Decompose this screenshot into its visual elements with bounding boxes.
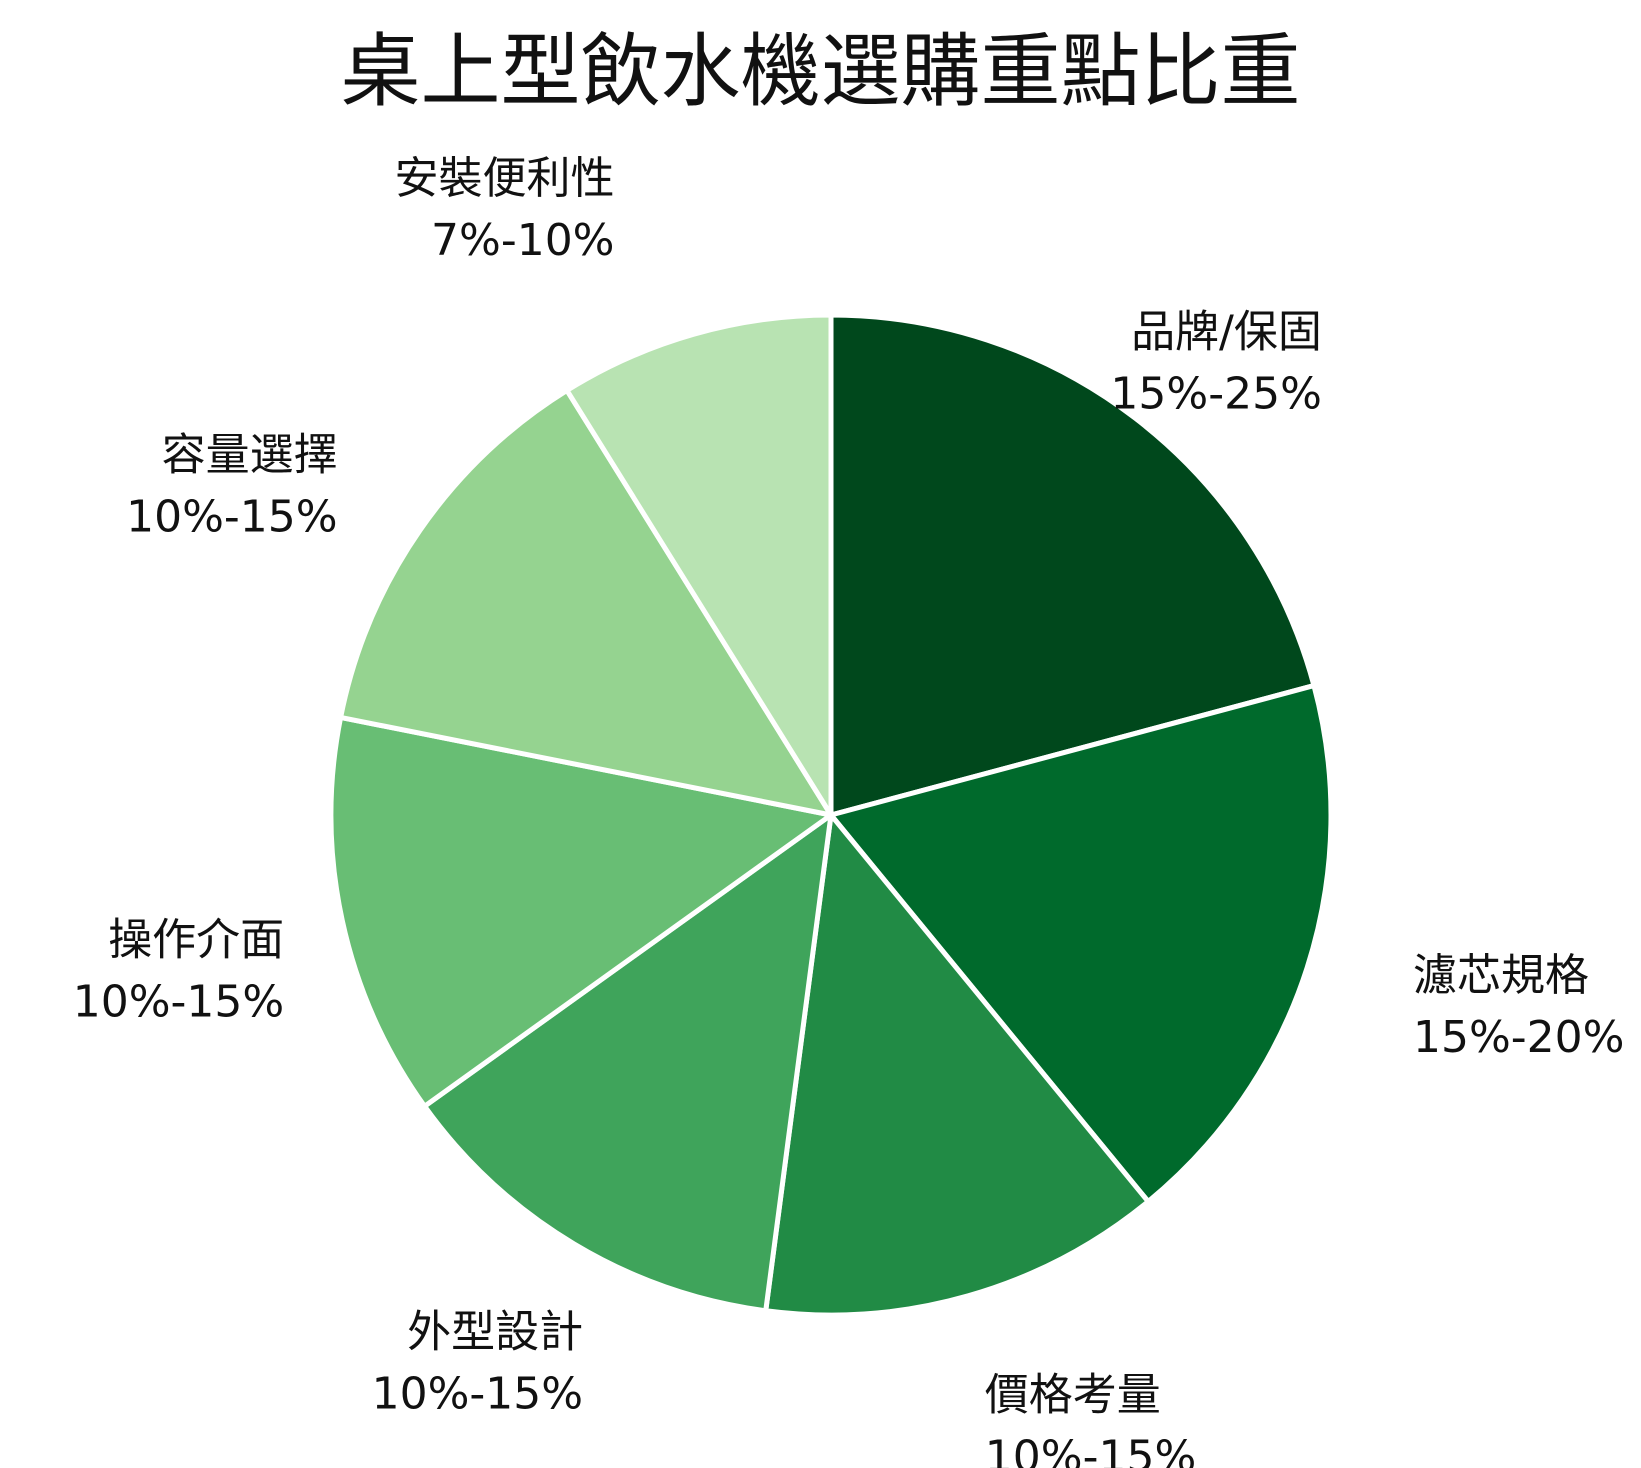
pie-slice-3 (763, 812, 1151, 1318)
slice-label-6: 容量選擇 (162, 430, 338, 481)
slice-range-label-4: 10%-15% (372, 1368, 583, 1419)
slice-label-5: 操作介面 (108, 915, 284, 966)
pie-slice-5 (328, 714, 834, 1109)
slice-range-label-7: 7%-10% (431, 215, 614, 266)
slice-range-label-5: 10%-15% (73, 977, 284, 1028)
pie-slice-2 (828, 683, 1334, 1205)
slice-label-3: 價格考量 (985, 1370, 1161, 1421)
pie-slice-1 (828, 312, 1317, 818)
slice-label-4: 外型設計 (407, 1306, 583, 1357)
pie-slice-6 (338, 387, 834, 818)
pie-slice-7 (564, 312, 834, 818)
slice-label-1: 品牌/保固 (1131, 307, 1322, 358)
chart-title: 桌上型飲水機選購重點比重 (340, 25, 1301, 118)
slice-range-label-6: 10%-15% (126, 492, 337, 543)
pie-slice-4 (422, 812, 834, 1314)
slice-range-label-3: 10%-15% (985, 1432, 1196, 1468)
slice-label-7: 安裝便利性 (395, 153, 615, 204)
slice-range-label-2: 15%-20% (1413, 1012, 1624, 1063)
slice-range-label-1: 15%-25% (1110, 369, 1321, 420)
slice-label-2: 濾芯規格 (1413, 950, 1589, 1001)
